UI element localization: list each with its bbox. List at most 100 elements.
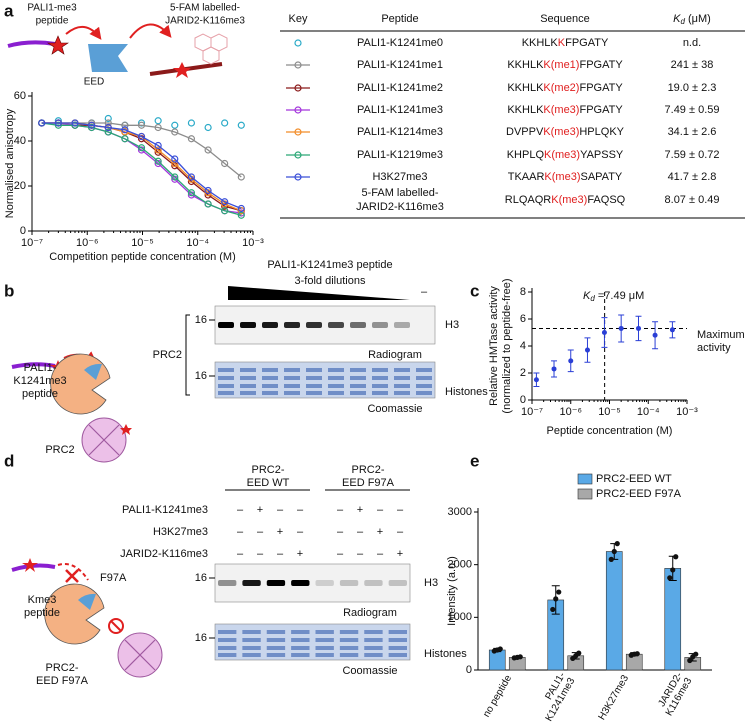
gel-band — [328, 391, 344, 395]
y-axis-label: Normalised anisotropy — [4, 108, 16, 218]
replicate-dot — [550, 606, 556, 613]
peptide-name: H3K27me3 — [372, 171, 427, 183]
gel-band — [240, 391, 256, 395]
gel-band — [350, 376, 366, 380]
fluorophore — [194, 33, 228, 65]
forbid-sign — [108, 618, 124, 634]
data-point — [171, 173, 179, 181]
data-point — [204, 146, 212, 154]
data-point — [237, 211, 245, 219]
y-tick-label: 4 — [520, 340, 526, 352]
condition-sign: + — [377, 526, 383, 538]
y-axis-label: Relative HMTase activity — [488, 286, 500, 406]
condition-sign: + — [277, 526, 283, 538]
gel-band — [416, 391, 432, 395]
x-tick-label: 10⁻⁵ — [131, 237, 154, 249]
condition-sign: – — [397, 526, 404, 538]
data-point — [137, 132, 146, 141]
sequence: KKHLKKFPGATY — [522, 37, 609, 49]
condition-sign: + — [397, 548, 403, 560]
data-point — [121, 126, 129, 134]
gel-band — [240, 376, 256, 380]
kd-unit: (μM) — [685, 13, 711, 25]
sequence-part: HPLQKY — [579, 126, 624, 138]
star — [22, 558, 38, 572]
key-marker — [294, 173, 302, 181]
gel-band — [339, 630, 359, 634]
schematic-label: Kme3 — [28, 594, 57, 606]
data-point — [88, 119, 96, 127]
data-point — [154, 157, 162, 165]
x-tick-label: 10⁻⁷ — [21, 237, 43, 249]
gel-band — [364, 638, 383, 642]
kd-value: 7.49 ± 0.59 — [665, 104, 720, 116]
peptide-shape — [11, 563, 56, 572]
mw-marker: 16 — [195, 314, 207, 326]
x-tick-label: no peptide — [481, 673, 514, 719]
sequence-modification: K(me3) — [543, 126, 579, 138]
condition-sign: + — [297, 548, 303, 560]
condition-sign: – — [337, 504, 344, 516]
data-point — [171, 159, 179, 168]
gel-band — [372, 322, 388, 328]
gel-band — [218, 322, 234, 328]
gel-caption: Coomassie — [342, 665, 397, 677]
condition-sign: – — [277, 504, 284, 516]
gel-band — [218, 391, 234, 395]
sequence-modification: K(me1) — [543, 59, 579, 71]
data-point — [187, 135, 196, 143]
data-point — [154, 146, 162, 154]
data-point — [237, 121, 245, 129]
sequence: KKHLKK(me3)FPGATY — [507, 104, 623, 116]
max-annotation: Maximum — [697, 329, 745, 341]
data-point — [669, 327, 675, 333]
group-label: PRC2- — [251, 464, 284, 476]
data-point — [221, 119, 229, 127]
mw-marker: 16 — [195, 632, 207, 644]
legend-swatch — [577, 473, 593, 485]
gel-band — [315, 580, 334, 586]
data-point — [137, 144, 146, 152]
data-point — [237, 204, 245, 213]
panel-label: d — [4, 451, 14, 470]
x-axis-label: Competition peptide concentration (M) — [49, 251, 235, 263]
schematic-label: PRC2 — [45, 444, 74, 456]
sequence-modification: K — [558, 37, 566, 49]
gel-band — [266, 630, 286, 634]
gel-band — [394, 376, 410, 380]
data-point — [237, 207, 245, 215]
mw-marker: 16 — [195, 370, 207, 382]
condition-sign: – — [337, 548, 344, 560]
gel-band — [350, 384, 366, 388]
sequence-part: RLQAQR — [505, 194, 552, 206]
condition-sign: – — [377, 504, 384, 516]
condition-sign: – — [357, 526, 364, 538]
condition-sign: – — [377, 548, 384, 560]
data-point — [171, 121, 179, 129]
data-point — [533, 377, 539, 383]
condition-sign: – — [337, 526, 344, 538]
y-tick-label: 20 — [14, 180, 26, 192]
data-point — [104, 128, 112, 136]
data-point — [121, 121, 129, 129]
gel-band — [372, 368, 388, 372]
data-point — [54, 121, 62, 129]
star — [120, 424, 132, 435]
bracket — [185, 314, 190, 396]
y-axis-label: Intensity (a.u.) — [446, 556, 458, 626]
dilution-wedge — [228, 286, 410, 300]
x-tick-label: 10⁻⁷ — [521, 406, 543, 418]
sequence-modification: K(me2) — [543, 82, 579, 94]
sequence-modification: K(me3) — [544, 149, 580, 161]
kd-value: =7.49 μM — [595, 290, 644, 302]
key-marker — [294, 84, 302, 92]
gel-band — [306, 391, 322, 395]
gel-band — [266, 646, 286, 650]
data-point — [104, 119, 112, 127]
y-tick-label: 2000 — [448, 559, 472, 571]
nucleosome-cross — [124, 639, 156, 671]
schematic-label: EED — [84, 77, 105, 88]
condition-sign: – — [357, 548, 364, 560]
x-tick-label: 10⁻³ — [242, 237, 264, 249]
